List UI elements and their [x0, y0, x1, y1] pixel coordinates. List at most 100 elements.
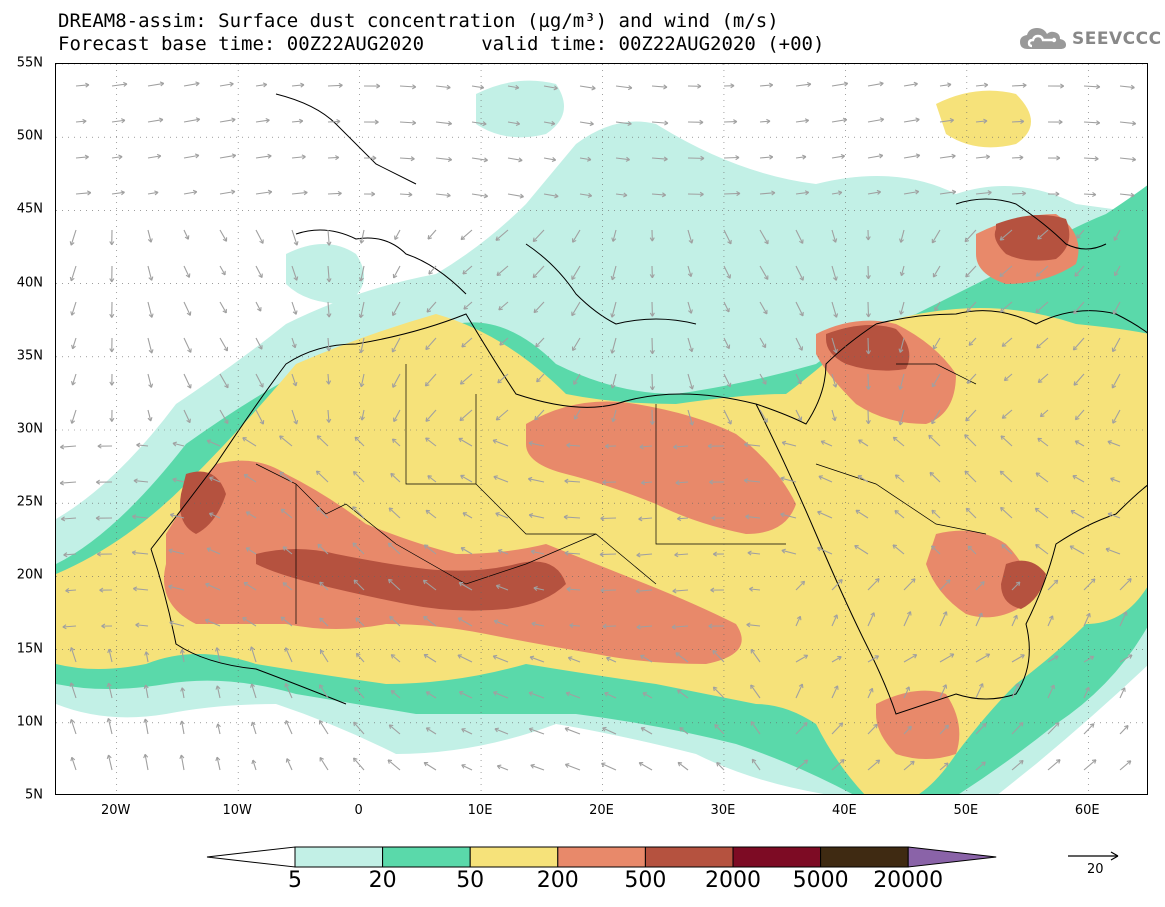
wind-arrow	[183, 265, 191, 278]
wind-arrow	[392, 265, 401, 279]
wind-arrow	[606, 656, 617, 663]
wind-arrow	[857, 475, 869, 483]
wind-arrow	[1119, 120, 1137, 126]
wind-arrow	[1035, 544, 1049, 555]
wind-vectors	[59, 81, 1137, 771]
wind-arrow	[499, 337, 509, 346]
wind-arrow	[354, 436, 365, 447]
wind-arrow	[251, 759, 257, 771]
wind-arrow	[1011, 759, 1024, 771]
wind-arrow	[279, 435, 293, 447]
wind-arrow	[579, 156, 592, 162]
wind-arrow	[250, 721, 257, 735]
map-subtitle: Forecast base time: 00Z22AUG2020 valid t…	[58, 33, 825, 55]
map-title: DREAM8-assim: Surface dust concentration…	[58, 10, 779, 32]
wind-arrow	[291, 265, 299, 281]
wind-arrow	[528, 691, 545, 699]
wind-arrow	[63, 552, 77, 558]
wind-arrow	[675, 480, 689, 486]
wind-arrow	[604, 443, 617, 449]
wind-arrow	[326, 373, 332, 385]
wind-arrow	[507, 120, 521, 126]
wind-arrow	[461, 728, 473, 735]
colorbar-segment	[469, 846, 559, 868]
wind-arrow	[183, 153, 200, 159]
wind-arrow	[208, 512, 221, 519]
wind-arrow	[1119, 654, 1133, 663]
wind-arrow	[934, 301, 941, 312]
wind-arrow	[147, 301, 154, 318]
wind-arrow	[1074, 265, 1085, 277]
wind-arrow	[903, 153, 921, 159]
wind-arrow	[352, 757, 365, 771]
wind-arrow	[543, 157, 557, 163]
wind-arrow	[426, 301, 437, 313]
wind-arrow	[326, 301, 332, 318]
wind-arrow	[679, 727, 689, 735]
wind-arrow	[649, 265, 655, 279]
wind-arrow	[649, 229, 655, 242]
wind-arrow	[533, 586, 545, 591]
wind-arrow	[1083, 191, 1097, 198]
wind-arrow	[865, 265, 871, 280]
wind-arrow	[759, 265, 769, 280]
wind-arrow	[750, 648, 761, 663]
wind-arrow	[723, 409, 732, 425]
wind-arrow	[795, 683, 804, 699]
wind-arrow	[284, 683, 293, 699]
wind-arrow	[759, 337, 767, 349]
wind-arrow	[795, 654, 809, 663]
wind-arrow	[280, 508, 293, 519]
wind-arrow	[111, 81, 128, 87]
wind-arrow	[106, 754, 113, 771]
wind-arrow	[497, 373, 509, 384]
wind-arrow	[1083, 686, 1090, 699]
wind-arrow	[854, 545, 869, 555]
wind-arrow	[243, 581, 257, 591]
map-area[interactable]	[55, 63, 1148, 795]
wind-arrow	[354, 686, 365, 699]
wind-arrow	[291, 409, 299, 425]
wind-arrow	[964, 470, 977, 483]
wind-arrow	[1035, 472, 1049, 483]
lat-tick-label: 35N	[16, 348, 43, 364]
wind-arrow	[536, 373, 545, 383]
lon-tick-label: 60E	[1074, 803, 1100, 818]
wind-arrow	[867, 655, 880, 663]
wind-arrow	[932, 337, 941, 350]
wind-arrow	[903, 654, 918, 663]
wind-arrow	[352, 542, 365, 555]
wind-arrow	[818, 475, 833, 483]
wind-arrow	[651, 120, 669, 126]
wind-arrow	[676, 516, 689, 522]
wind-arrow	[649, 301, 655, 317]
wind-arrow	[795, 615, 802, 627]
wind-arrow	[1001, 409, 1013, 419]
wind-arrow	[183, 117, 201, 123]
wind-arrow	[1011, 721, 1024, 735]
wind-arrow	[359, 373, 365, 388]
wind-arrow	[687, 265, 693, 278]
wind-arrow	[168, 584, 185, 591]
wind-arrow	[1076, 229, 1085, 239]
wind-arrow	[975, 722, 987, 735]
wind-arrow	[1072, 337, 1085, 351]
wind-arrow	[132, 514, 149, 520]
lon-tick-label: 10E	[467, 803, 493, 818]
wind-arrow	[759, 154, 774, 160]
wind-arrow	[781, 548, 797, 555]
colorbar-tick-label: 20000	[873, 868, 944, 893]
wind-arrow	[759, 82, 774, 88]
wind-arrow	[571, 301, 581, 317]
wind-arrow	[1119, 84, 1135, 90]
wind-arrow	[1119, 687, 1126, 699]
wind-arrow	[528, 727, 545, 735]
wind-arrow	[363, 119, 379, 125]
wind-arrow	[1107, 440, 1121, 447]
wind-arrow	[899, 229, 905, 243]
wind-arrow	[543, 120, 556, 126]
wind-arrow	[250, 683, 257, 699]
wind-arrow	[255, 118, 270, 124]
wind-arrow	[534, 409, 545, 421]
wind-arrow	[723, 191, 741, 197]
